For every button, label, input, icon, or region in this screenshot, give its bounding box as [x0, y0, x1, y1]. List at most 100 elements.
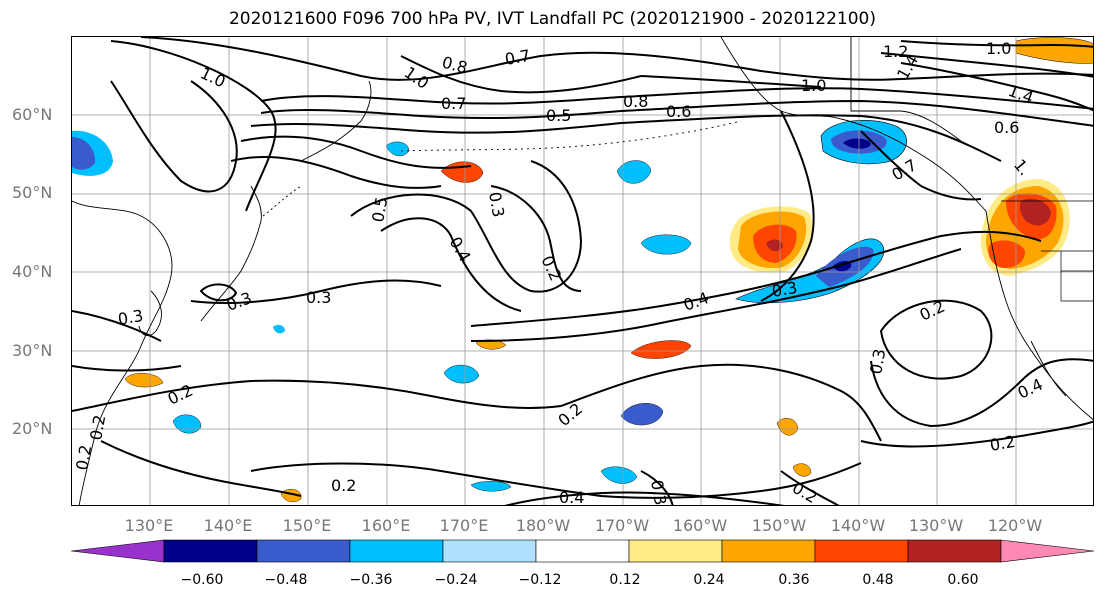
contour-label: 0.3	[116, 306, 144, 329]
map-canvas: 1.0 0.8 0.7 1.0 1.0 1.2 1.4 1.0 1.4 0.7 …	[72, 37, 1093, 506]
coastlines	[72, 37, 1093, 505]
positive-anomaly-147w-bottom	[792, 463, 812, 477]
lon-label-150e: 150°E	[282, 516, 332, 535]
lat-label-30n: 30°N	[12, 341, 53, 360]
negative-anomaly-144e	[273, 324, 285, 334]
contour-high-north-3	[260, 87, 1093, 110]
contour-label: 0.2	[72, 443, 95, 471]
negative-anomaly-west-edge-core	[72, 137, 96, 170]
lon-label-180w: 180°W	[515, 516, 571, 535]
gridlines	[72, 37, 1093, 505]
lon-label-170w: 170°W	[594, 516, 650, 535]
contour-label: 0.6	[994, 118, 1019, 137]
contour-label: 0.2	[165, 381, 196, 409]
lon-label-160e: 160°E	[361, 516, 411, 535]
negative-anomaly-172w	[616, 160, 652, 184]
pv-contours	[72, 37, 1093, 505]
colorbar-segment	[721, 539, 816, 563]
contour-03-east-outer	[870, 358, 1093, 428]
lat-label-40n: 40°N	[12, 262, 53, 281]
contour-mid-u-shape-3	[490, 185, 582, 292]
contour-02-east-lower	[860, 420, 1093, 448]
contour-ne-east-1.4	[900, 62, 1093, 112]
contour-label-layer: 1.0 0.8 0.7 1.0 1.0 1.2 1.4 1.0 1.4 0.7 …	[72, 39, 1046, 506]
lat-label-50n: 50°N	[12, 183, 53, 202]
contour-label: 0.2	[554, 399, 586, 430]
colorbar-tick: 0.12	[609, 572, 641, 588]
contour-02-sw	[100, 440, 302, 497]
colorbar-segment	[907, 539, 1002, 563]
contour-label: 1.	[1010, 155, 1034, 179]
contour-03-west	[190, 279, 442, 304]
negative-anomaly-156e	[385, 141, 410, 157]
contour-0.3-far-left	[72, 310, 162, 342]
colorbar-segment	[349, 539, 444, 563]
colorbar-tick: −0.60	[180, 572, 224, 588]
colorbar-tick: 0.36	[778, 572, 810, 588]
negative-anomaly-168w	[640, 234, 692, 255]
contour-label: 0.3	[866, 347, 889, 375]
lon-label-120w: 120°W	[987, 516, 1043, 535]
contour-label: 1.2	[883, 42, 908, 61]
shading-layer	[72, 37, 1093, 503]
contour-label: 0.4	[446, 234, 475, 266]
lon-label-160w: 160°W	[672, 516, 728, 535]
colorbar-tick: −0.24	[434, 572, 478, 588]
contour-upper-left-loop	[110, 80, 238, 193]
contour-label: 0.3	[647, 478, 670, 506]
colorbar-segment	[163, 539, 258, 563]
negative-anomaly-168w-bottom	[600, 466, 638, 484]
kamchatka-coastline	[300, 80, 372, 162]
contour-02-west-edge	[72, 365, 182, 372]
negative-anomaly-178e	[443, 364, 480, 384]
contour-label: 0.5	[368, 195, 391, 223]
contour-1.0-central	[640, 75, 822, 88]
negative-anomaly-136e	[172, 414, 202, 434]
state-border-2	[1061, 270, 1093, 272]
contour-label: 0.3	[224, 288, 254, 315]
japan-coastline	[200, 185, 262, 322]
contour-label: 0.2	[331, 476, 356, 495]
contour-label: 0.7	[503, 46, 531, 69]
colorbar-segment	[442, 539, 537, 563]
positive-anomaly-165e	[440, 161, 484, 183]
contour-high-north-5	[250, 114, 1002, 162]
negative-anomaly-gulf-alaska-max	[843, 138, 871, 149]
contour-ne-east-1.0	[900, 40, 1093, 48]
positive-anomaly-165w	[630, 340, 692, 359]
contour-label: 0.3	[306, 288, 331, 307]
contour-high-north-1	[110, 40, 277, 212]
contour-label: 0.5	[546, 106, 571, 125]
lon-label-170e: 170°E	[439, 516, 489, 535]
lat-label-60n: 60°N	[12, 105, 53, 124]
contour-mid-u-shape-1	[350, 160, 583, 293]
positive-anomaly-132e	[124, 373, 164, 388]
alaska-coastline	[720, 37, 987, 212]
colorbar-tick: 0.24	[693, 572, 725, 588]
colorbar-tick: −0.36	[349, 572, 393, 588]
colorbar-segment	[535, 539, 630, 563]
colorbar-segment	[814, 539, 909, 563]
negative-anomaly-168w-south	[620, 403, 664, 426]
contour-label: 0.4	[681, 288, 711, 315]
contour-02-bottom-right	[780, 470, 840, 505]
contour-label: 0.8	[623, 92, 648, 111]
contour-label: 0.6	[666, 102, 691, 121]
lon-label-130e: 130°E	[124, 516, 174, 535]
baja-coastline	[1030, 340, 1067, 397]
contour-04-mid	[470, 230, 1042, 327]
colorbar-tick: −0.12	[518, 572, 562, 588]
positive-anomaly-150w-max	[766, 239, 783, 252]
colorbar-tick: 0.48	[862, 572, 894, 588]
contour-alaska-loop	[760, 110, 815, 302]
alaska-panhandle	[850, 37, 962, 142]
contour-03-west-loop	[199, 283, 238, 302]
contour-label: 1.0	[197, 63, 228, 91]
contour-ak-east	[860, 130, 982, 201]
contour-label: 1.0	[986, 39, 1011, 58]
contour-high-north-6	[240, 135, 472, 169]
contour-label: 0.3	[770, 278, 798, 301]
kuril-islands	[262, 185, 302, 217]
positive-anomaly-northeast	[1015, 37, 1093, 64]
contour-label: 0.7	[441, 94, 466, 113]
